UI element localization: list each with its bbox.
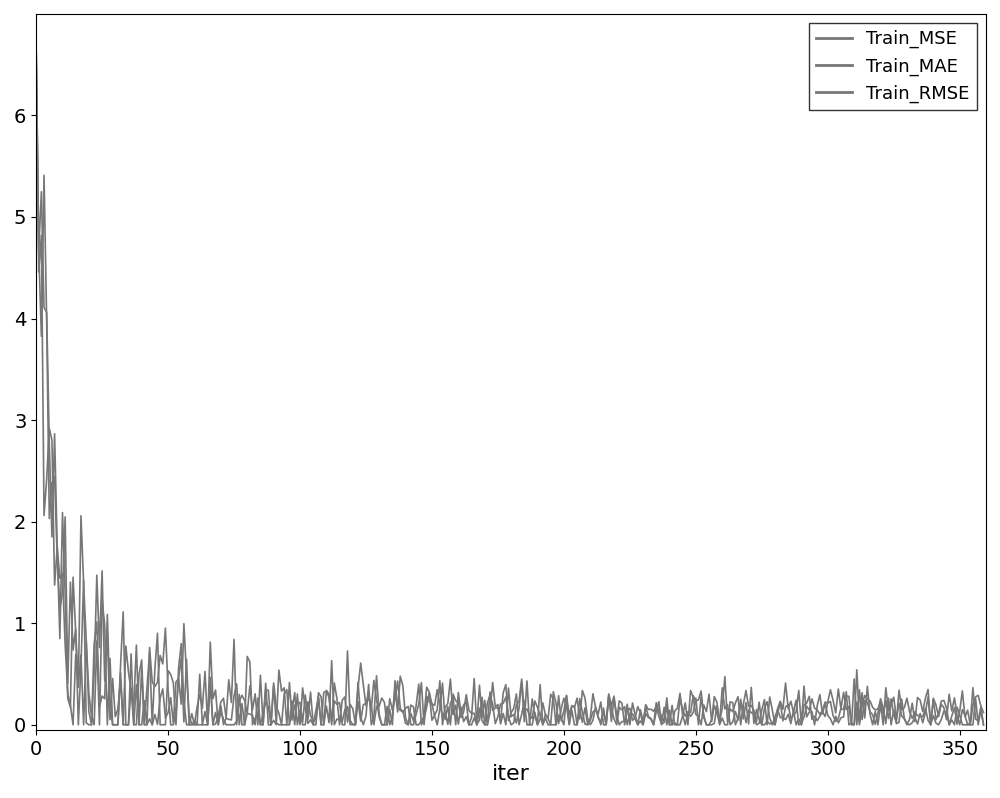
Train_MAE	[927, 694, 939, 704]
X-axis label: iter: iter	[492, 764, 530, 784]
Train_MSE	[977, 708, 989, 717]
Train_MAE	[315, 720, 327, 729]
Train_MSE	[447, 692, 459, 701]
Train_MSE	[149, 709, 161, 719]
Train_RMSE	[347, 720, 359, 729]
Train_RMSE	[363, 693, 375, 703]
Line: Train_RMSE: Train_RMSE	[36, 45, 983, 725]
Train_RMSE	[447, 710, 459, 720]
Train_MAE	[447, 689, 459, 699]
Train_MSE	[347, 720, 359, 729]
Train_RMSE	[30, 40, 42, 49]
Train_MAE	[363, 680, 375, 689]
Train_RMSE	[78, 720, 90, 729]
Train_MAE	[67, 720, 79, 729]
Line: Train_MSE: Train_MSE	[36, 45, 983, 725]
Train_MAE	[149, 681, 161, 691]
Train_RMSE	[977, 720, 989, 729]
Train_MAE	[977, 720, 989, 729]
Train_MSE	[72, 720, 84, 729]
Train_MSE	[30, 40, 42, 49]
Train_MSE	[927, 693, 939, 703]
Train_MAE	[30, 40, 42, 49]
Train_RMSE	[927, 711, 939, 721]
Line: Train_MAE: Train_MAE	[36, 45, 983, 725]
Train_MAE	[347, 704, 359, 713]
Legend: Train_MSE, Train_MAE, Train_RMSE: Train_MSE, Train_MAE, Train_RMSE	[809, 23, 977, 110]
Train_RMSE	[149, 665, 161, 674]
Train_MSE	[363, 688, 375, 697]
Train_RMSE	[315, 720, 327, 729]
Train_MSE	[315, 692, 327, 701]
